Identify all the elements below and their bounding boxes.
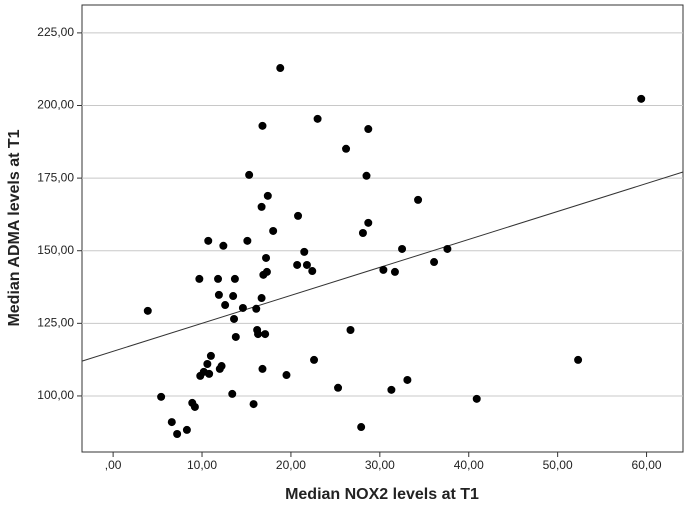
data-point — [230, 314, 239, 323]
data-point — [143, 306, 152, 315]
data-point — [203, 359, 212, 368]
data-point — [249, 400, 258, 409]
y-axis-title: Median ADMA levels at T1 — [6, 129, 23, 326]
data-point — [258, 121, 267, 130]
data-point — [364, 218, 373, 227]
data-point — [262, 267, 271, 276]
y-tick-label: 200,00 — [37, 98, 74, 112]
data-point — [214, 274, 223, 283]
data-point — [342, 144, 351, 153]
x-axis-title: Median NOX2 levels at T1 — [285, 486, 479, 503]
data-point — [310, 355, 319, 364]
data-point — [257, 202, 266, 211]
data-point — [258, 364, 267, 373]
data-point — [574, 355, 583, 364]
data-point — [313, 114, 322, 123]
data-point — [300, 247, 309, 256]
data-point — [261, 330, 270, 339]
x-tick-label: 50,00 — [543, 458, 573, 472]
data-point — [254, 330, 263, 339]
x-tick-label: 20,00 — [276, 458, 306, 472]
data-point — [221, 301, 230, 310]
data-point — [364, 125, 373, 134]
data-point — [282, 371, 291, 380]
y-tick-label: 125,00 — [37, 316, 74, 330]
data-point — [206, 351, 215, 360]
data-point — [229, 292, 238, 301]
data-point — [228, 389, 237, 398]
data-point — [390, 267, 399, 276]
data-point — [205, 369, 214, 378]
data-point — [262, 253, 271, 262]
x-tick-label: ,00 — [105, 458, 122, 472]
data-point — [263, 191, 272, 200]
data-point — [293, 260, 302, 269]
y-tick-label: 175,00 — [37, 170, 74, 184]
data-point — [362, 171, 371, 180]
data-point — [219, 241, 228, 250]
data-point — [308, 267, 317, 276]
data-point — [195, 274, 204, 283]
x-tick-label: 30,00 — [365, 458, 395, 472]
data-point — [357, 423, 366, 432]
y-tick-label: 150,00 — [37, 243, 74, 257]
data-point — [346, 326, 355, 335]
data-point — [231, 332, 240, 341]
data-point — [243, 236, 252, 245]
data-point — [414, 195, 423, 204]
data-point — [214, 290, 223, 299]
data-point — [276, 64, 285, 73]
plot-frame — [81, 4, 684, 453]
data-point — [398, 244, 407, 253]
data-point — [230, 274, 239, 283]
data-point — [358, 229, 367, 238]
data-point — [443, 244, 452, 253]
x-tick-label: 10,00 — [187, 458, 217, 472]
y-tick-label: 225,00 — [37, 25, 74, 39]
data-point — [637, 94, 646, 103]
data-point — [252, 304, 261, 313]
data-point — [238, 303, 247, 312]
x-tick-label: 60,00 — [632, 458, 662, 472]
data-point — [430, 258, 439, 267]
data-point — [204, 236, 213, 245]
data-point — [173, 429, 182, 438]
data-point — [217, 362, 226, 371]
data-point — [157, 392, 166, 401]
data-point — [294, 211, 303, 220]
data-point — [472, 394, 481, 403]
data-point — [190, 402, 199, 411]
data-point — [403, 375, 412, 384]
data-point — [334, 383, 343, 392]
data-point — [245, 170, 254, 179]
data-point — [379, 265, 388, 274]
data-point — [167, 418, 176, 427]
y-tick-label: 100,00 — [37, 388, 74, 402]
data-point — [387, 385, 396, 394]
data-point — [182, 425, 191, 434]
x-tick-label: 40,00 — [454, 458, 484, 472]
data-point — [269, 226, 278, 235]
data-point — [257, 294, 266, 303]
data-point — [302, 260, 311, 269]
